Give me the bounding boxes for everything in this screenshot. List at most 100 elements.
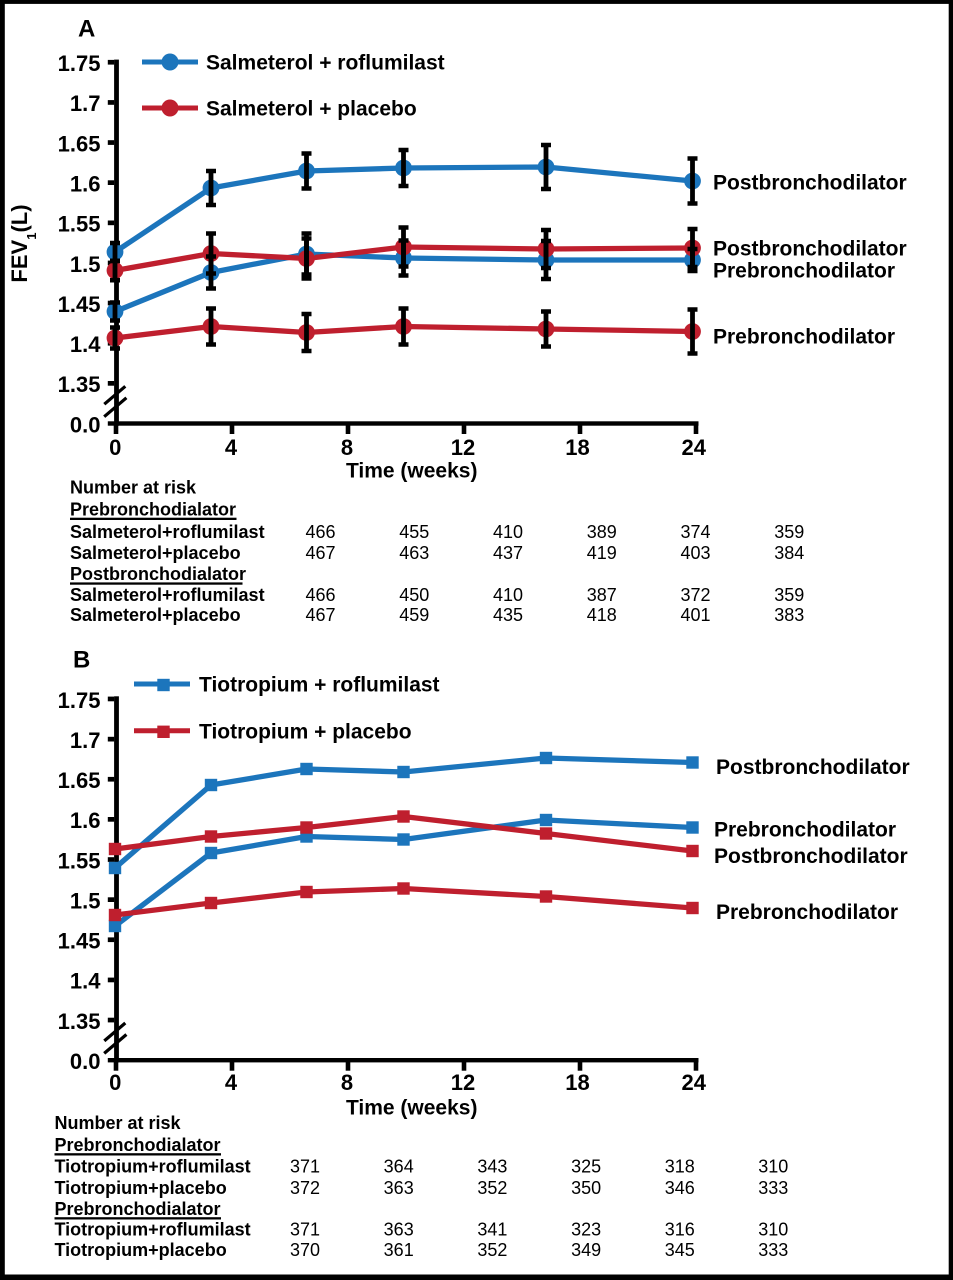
svg-text:Prebronchodilator: Prebronchodilator [713,326,895,349]
svg-text:435: 435 [493,605,523,625]
svg-text:Tiotropium + placebo: Tiotropium + placebo [199,720,412,743]
svg-text:Salmeterol + roflumilast: Salmeterol + roflumilast [206,52,445,75]
svg-text:418: 418 [587,605,617,625]
svg-text:Postbronchodilator: Postbronchodilator [714,845,908,868]
svg-text:Tiotropium+roflumilast: Tiotropium+roflumilast [55,1157,251,1177]
svg-text:387: 387 [587,585,617,605]
svg-text:1.75: 1.75 [58,688,101,713]
svg-text:1.5: 1.5 [70,252,101,277]
svg-text:Salmeterol+placebo: Salmeterol+placebo [70,543,241,563]
svg-text:Tiotropium+placebo: Tiotropium+placebo [55,1178,227,1198]
svg-text:Prebronchodialator: Prebronchodialator [70,500,236,520]
svg-text:12: 12 [451,1070,475,1095]
svg-text:352: 352 [477,1240,507,1260]
svg-text:363: 363 [384,1220,414,1240]
svg-text:Time (weeks): Time (weeks) [346,1097,478,1120]
svg-text:Salmeterol+roflumilast: Salmeterol+roflumilast [70,585,265,605]
svg-text:Postbronchodilator: Postbronchodilator [716,756,910,779]
svg-text:Salmeterol+placebo: Salmeterol+placebo [70,605,241,625]
svg-text:364: 364 [384,1157,414,1177]
svg-text:318: 318 [665,1157,695,1177]
svg-text:18: 18 [565,435,589,460]
svg-text:459: 459 [399,605,429,625]
svg-text:1.35: 1.35 [58,372,101,397]
svg-text:Prebronchodialator: Prebronchodialator [55,1199,221,1219]
svg-text:1.5: 1.5 [70,888,101,913]
svg-text:419: 419 [587,543,617,563]
svg-text:333: 333 [758,1240,788,1260]
svg-text:384: 384 [774,543,804,563]
svg-text:349: 349 [571,1240,601,1260]
svg-text:4: 4 [225,1070,238,1095]
svg-text:310: 310 [758,1220,788,1240]
svg-text:410: 410 [493,522,523,542]
svg-text:1.55: 1.55 [58,212,101,237]
svg-text:372: 372 [680,585,710,605]
svg-text:310: 310 [758,1157,788,1177]
svg-text:Time (weeks): Time (weeks) [346,459,478,482]
svg-text:Prebronchodilator: Prebronchodilator [713,260,895,283]
svg-text:341: 341 [477,1220,507,1240]
svg-text:333: 333 [758,1178,788,1198]
svg-text:363: 363 [384,1178,414,1198]
svg-text:345: 345 [665,1240,695,1260]
svg-text:437: 437 [493,543,523,563]
svg-text:Number at risk: Number at risk [55,1113,182,1133]
svg-text:350: 350 [571,1178,601,1198]
svg-text:4: 4 [225,435,238,460]
svg-text:Postbronchodilator: Postbronchodilator [713,172,907,195]
svg-text:466: 466 [305,585,335,605]
svg-text:1.45: 1.45 [58,292,101,317]
svg-text:Tiotropium + roflumilast: Tiotropium + roflumilast [199,674,440,697]
svg-text:359: 359 [774,585,804,605]
svg-text:466: 466 [305,522,335,542]
svg-text:1.65: 1.65 [58,768,101,793]
svg-text:A: A [78,16,95,43]
svg-text:371: 371 [290,1220,320,1240]
svg-text:467: 467 [305,605,335,625]
svg-text:1.65: 1.65 [58,131,101,156]
svg-text:403: 403 [680,543,710,563]
svg-text:450: 450 [399,585,429,605]
svg-text:Number at risk: Number at risk [70,478,197,498]
svg-text:323: 323 [571,1220,601,1240]
svg-text:18: 18 [565,1070,589,1095]
svg-text:1.55: 1.55 [58,848,101,873]
svg-text:8: 8 [341,1070,353,1095]
svg-text:0: 0 [109,1070,121,1095]
svg-text:Prebronchodilator: Prebronchodilator [714,819,896,842]
svg-text:12: 12 [451,435,475,460]
svg-text:1.75: 1.75 [58,51,101,76]
svg-text:361: 361 [384,1240,414,1260]
svg-text:1.7: 1.7 [70,728,101,753]
svg-text:343: 343 [477,1157,507,1177]
svg-text:Salmeterol + placebo: Salmeterol + placebo [206,98,417,121]
svg-text:B: B [73,647,90,674]
svg-text:370: 370 [290,1240,320,1260]
svg-text:Salmeterol+roflumilast: Salmeterol+roflumilast [70,522,265,542]
svg-text:Prebronchodilator: Prebronchodilator [716,901,898,924]
svg-text:24: 24 [681,435,706,460]
svg-text:410: 410 [493,585,523,605]
svg-text:0: 0 [109,435,121,460]
svg-text:1.45: 1.45 [58,929,101,954]
svg-text:Postbronchodialator: Postbronchodialator [70,564,246,584]
svg-text:Prebronchodialator: Prebronchodialator [55,1135,221,1155]
svg-text:374: 374 [680,522,710,542]
svg-text:1.7: 1.7 [70,91,101,116]
svg-text:1.6: 1.6 [70,172,101,197]
svg-text:Postbronchodilator: Postbronchodilator [713,238,907,261]
svg-text:325: 325 [571,1157,601,1177]
svg-text:346: 346 [665,1178,695,1198]
svg-text:383: 383 [774,605,804,625]
svg-text:352: 352 [477,1178,507,1198]
svg-text:372: 372 [290,1178,320,1198]
svg-text:316: 316 [665,1220,695,1240]
svg-text:1.35: 1.35 [58,1009,101,1034]
svg-text:467: 467 [305,543,335,563]
svg-text:371: 371 [290,1157,320,1177]
svg-text:0.0: 0.0 [70,412,101,437]
svg-text:389: 389 [587,522,617,542]
svg-text:455: 455 [399,522,429,542]
svg-text:401: 401 [680,605,710,625]
